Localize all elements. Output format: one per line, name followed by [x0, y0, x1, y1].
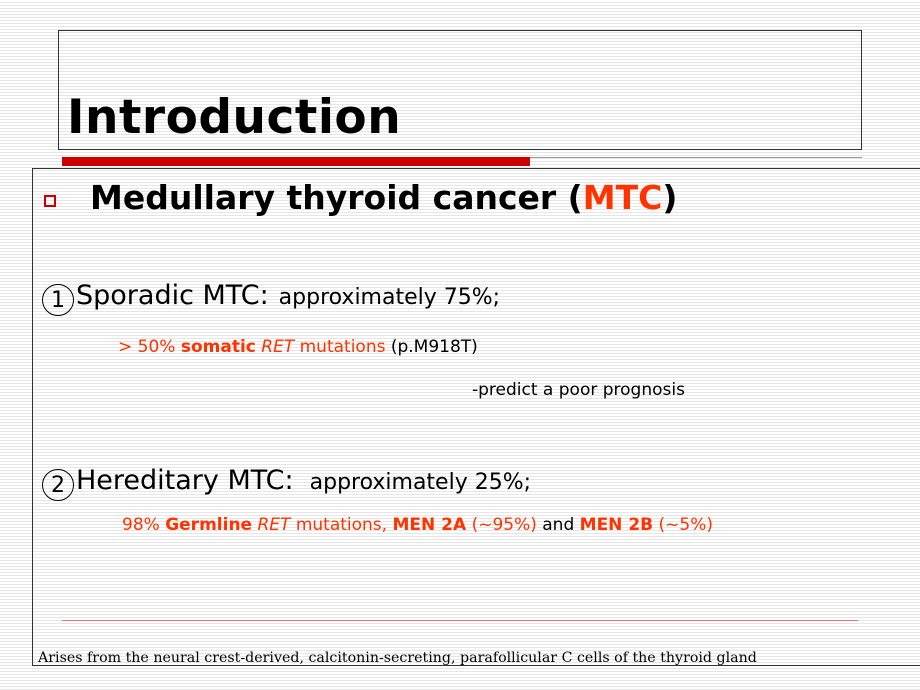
men2b-percent: (~5%) [658, 515, 714, 535]
circled-number-icon: 2 [42, 469, 74, 501]
title-divider-line [530, 157, 862, 158]
sporadic-detail-variant: (p.M918T) [390, 337, 478, 357]
hereditary-label: Hereditary MTC: [76, 465, 294, 496]
sporadic-line: 1 Sporadic MTC: approximately 75%; [42, 280, 500, 316]
hereditary-detail-mid: mutations, [290, 515, 393, 535]
sporadic-detail-prefix: > 50% [118, 337, 181, 357]
content-frame [32, 168, 920, 666]
heading-abbreviation: MTC [582, 178, 663, 217]
heading-prefix: Medullary thyroid cancer ( [90, 178, 583, 217]
hereditary-detail: 98% Germline RET mutations, MEN 2A (~95%… [122, 515, 713, 535]
sporadic-detail-gene: RET [261, 337, 295, 357]
circled-number-icon: 1 [42, 284, 74, 316]
hereditary-detail-bold: Germline [165, 515, 253, 535]
hereditary-detail-gene: RET [257, 515, 291, 535]
men2a-label: MEN 2A [392, 515, 467, 535]
square-bullet-icon [44, 195, 56, 207]
men2a-percent: (~95%) [471, 515, 537, 535]
sporadic-detail-mid: mutations [294, 337, 391, 357]
sporadic-prognosis: -predict a poor prognosis [472, 380, 685, 400]
sporadic-label: Sporadic MTC: [76, 280, 269, 311]
hereditary-share: approximately 25%; [309, 470, 532, 495]
footnote: Arises from the neural crest-derived, ca… [38, 650, 757, 666]
men2b-label: MEN 2B [579, 515, 654, 535]
hereditary-detail-prefix: 98% [122, 515, 166, 535]
slide-title: Introduction [67, 90, 402, 145]
hereditary-line: 2 Hereditary MTC: approximately 25%; [42, 465, 531, 501]
and-text: and [536, 515, 580, 535]
section-heading: Medullary thyroid cancer (MTC) [90, 178, 677, 217]
footer-divider-line [62, 620, 858, 621]
sporadic-share: approximately 75%; [278, 285, 501, 310]
title-underline-bar [62, 157, 530, 166]
sporadic-detail-bold: somatic [180, 337, 256, 357]
heading-suffix: ) [662, 178, 678, 217]
sporadic-detail: > 50% somatic RET mutations (p.M918T) [118, 337, 478, 357]
title-frame [58, 30, 862, 150]
